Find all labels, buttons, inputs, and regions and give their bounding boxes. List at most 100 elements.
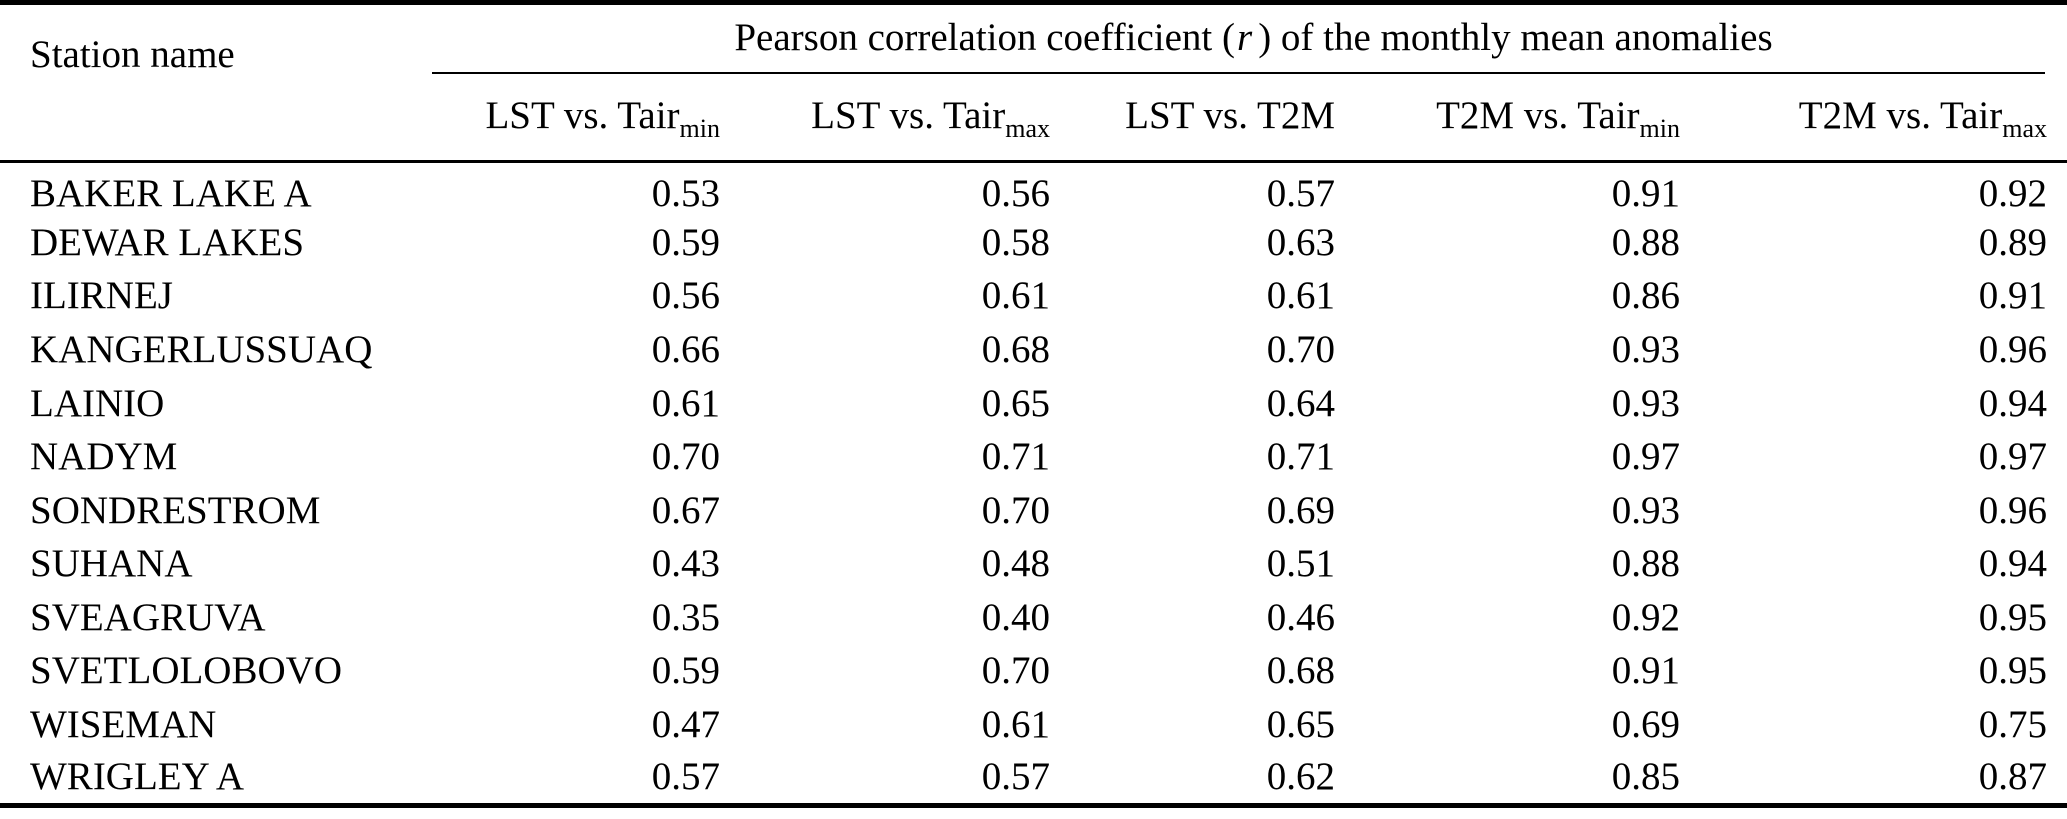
- table-row: KANGERLUSSUAQ 0.66 0.68 0.70 0.93 0.96: [0, 324, 2067, 378]
- value-cell: 0.69: [1611, 703, 1680, 747]
- col-header-subscript: min: [679, 114, 720, 144]
- pearson-r-italic: r: [1237, 16, 1253, 60]
- station-name-cell: NADYM: [30, 435, 178, 479]
- value-cell: 0.96: [1978, 488, 2047, 532]
- value-cell: 0.88: [1611, 220, 1680, 264]
- value-cell: 0.91: [1611, 649, 1680, 693]
- col-header-subscript: min: [1639, 114, 1680, 144]
- value-cell: 0.40: [981, 595, 1050, 639]
- table-row: WRIGLEY A 0.57 0.57 0.62 0.85 0.87: [0, 752, 2067, 806]
- value-cell: 0.69: [1266, 488, 1335, 532]
- table-row: SVEAGRUVA 0.35 0.40 0.46 0.92 0.95: [0, 592, 2067, 646]
- station-name-cell: BAKER LAKE A: [30, 171, 312, 215]
- value-cell: 0.48: [981, 542, 1050, 586]
- spanning-header-row: Station name Pearson correlation coeffic…: [0, 2, 2067, 163]
- value-cell: 0.97: [1611, 435, 1680, 479]
- value-cell: 0.56: [651, 274, 720, 318]
- value-cell: 0.94: [1978, 542, 2047, 586]
- pearson-header-suffix: ) of the monthly mean anomalies: [1258, 16, 1773, 60]
- value-cell: 0.51: [1266, 542, 1335, 586]
- value-cell: 0.70: [1266, 327, 1335, 371]
- value-cell: 0.91: [1611, 171, 1680, 215]
- station-name-column-header: Station name: [0, 2, 440, 163]
- col-header-subscript: max: [2002, 114, 2047, 144]
- value-cell: 0.85: [1611, 755, 1680, 799]
- station-name-cell: SUHANA: [30, 542, 193, 586]
- table-row: DEWAR LAKES 0.59 0.58 0.63 0.88 0.89: [0, 216, 2067, 270]
- value-cell: 0.92: [1611, 595, 1680, 639]
- col-header-t2m-vs-tairmax: T2M vs. Tairmax: [1700, 74, 2067, 163]
- value-cell: 0.53: [651, 171, 720, 215]
- value-cell: 0.86: [1611, 274, 1680, 318]
- value-cell: 0.70: [981, 488, 1050, 532]
- col-header-lst-vs-tairmin: LST vs. Tairmin: [440, 74, 740, 163]
- col-header-lst-vs-t2m: LST vs. T2M: [1070, 74, 1355, 163]
- value-cell: 0.71: [981, 435, 1050, 479]
- value-cell: 0.59: [651, 649, 720, 693]
- value-cell: 0.95: [1978, 595, 2047, 639]
- value-cell: 0.57: [981, 755, 1050, 799]
- value-cell: 0.70: [651, 435, 720, 479]
- pearson-spanning-header-text: Pearson correlation coefficient (r) of t…: [440, 5, 2067, 72]
- col-header-base: LST vs. Tair: [811, 94, 1006, 138]
- value-cell: 0.88: [1611, 542, 1680, 586]
- station-name-cell: SVETLOLOBOVO: [30, 649, 342, 693]
- value-cell: 0.57: [1266, 171, 1335, 215]
- pearson-spanning-header: Pearson correlation coefficient (r) of t…: [432, 3, 2067, 74]
- table-row: SONDRESTROM 0.67 0.70 0.69 0.93 0.96: [0, 484, 2067, 538]
- cmid-rule: [432, 72, 2045, 74]
- value-cell: 0.61: [981, 274, 1050, 318]
- table-row: SUHANA 0.43 0.48 0.51 0.88 0.94: [0, 538, 2067, 592]
- value-cell: 0.71: [1266, 435, 1335, 479]
- col-header-base: LST vs. Tair: [485, 94, 680, 138]
- value-cell: 0.97: [1978, 435, 2047, 479]
- value-cell: 0.95: [1978, 649, 2047, 693]
- value-cell: 0.65: [1266, 703, 1335, 747]
- station-name-cell: LAINIO: [30, 381, 165, 425]
- value-cell: 0.61: [1266, 274, 1335, 318]
- column-header-row: LST vs. Tairmin LST vs. Tairmax LST vs. …: [0, 74, 2067, 163]
- value-cell: 0.68: [981, 327, 1050, 371]
- value-cell: 0.66: [651, 327, 720, 371]
- station-name-cell: DEWAR LAKES: [30, 220, 305, 264]
- value-cell: 0.64: [1266, 381, 1335, 425]
- value-cell: 0.93: [1611, 327, 1680, 371]
- station-name-cell: ILIRNEJ: [30, 274, 173, 318]
- value-cell: 0.70: [981, 649, 1050, 693]
- value-cell: 0.93: [1611, 381, 1680, 425]
- col-header-base: LST vs. T2M: [1125, 94, 1335, 138]
- station-name-cell: SVEAGRUVA: [30, 595, 266, 639]
- table-row: SVETLOLOBOVO 0.59 0.70 0.68 0.91 0.95: [0, 645, 2067, 699]
- table-row: ILIRNEJ 0.56 0.61 0.61 0.86 0.91: [0, 270, 2067, 324]
- value-cell: 0.67: [651, 488, 720, 532]
- col-header-subscript: max: [1005, 114, 1050, 144]
- table-row: BAKER LAKE A 0.53 0.56 0.57 0.91 0.92: [0, 161, 2067, 216]
- value-cell: 0.92: [1978, 171, 2047, 215]
- value-cell: 0.47: [651, 703, 720, 747]
- station-name-cell: WRIGLEY A: [30, 755, 245, 799]
- col-header-lst-vs-tairmax: LST vs. Tairmax: [740, 74, 1070, 163]
- station-name-cell: SONDRESTROM: [30, 488, 321, 532]
- value-cell: 0.93: [1611, 488, 1680, 532]
- col-header-base: T2M vs. Tair: [1798, 94, 2003, 138]
- value-cell: 0.94: [1978, 381, 2047, 425]
- pearson-header-prefix: Pearson correlation coefficient (: [734, 16, 1235, 60]
- value-cell: 0.35: [651, 595, 720, 639]
- value-cell: 0.56: [981, 171, 1050, 215]
- station-name-cell: WISEMAN: [30, 703, 217, 747]
- value-cell: 0.89: [1978, 220, 2047, 264]
- value-cell: 0.65: [981, 381, 1050, 425]
- table-row: NADYM 0.70 0.71 0.71 0.97 0.97: [0, 431, 2067, 485]
- value-cell: 0.68: [1266, 649, 1335, 693]
- value-cell: 0.58: [981, 220, 1050, 264]
- col-header-t2m-vs-tairmin: T2M vs. Tairmin: [1355, 74, 1700, 163]
- col-header-base: T2M vs. Tair: [1436, 94, 1640, 138]
- value-cell: 0.61: [651, 381, 720, 425]
- value-cell: 0.61: [981, 703, 1050, 747]
- value-cell: 0.91: [1978, 274, 2047, 318]
- value-cell: 0.87: [1978, 755, 2047, 799]
- value-cell: 0.43: [651, 542, 720, 586]
- station-name-cell: KANGERLUSSUAQ: [30, 327, 373, 371]
